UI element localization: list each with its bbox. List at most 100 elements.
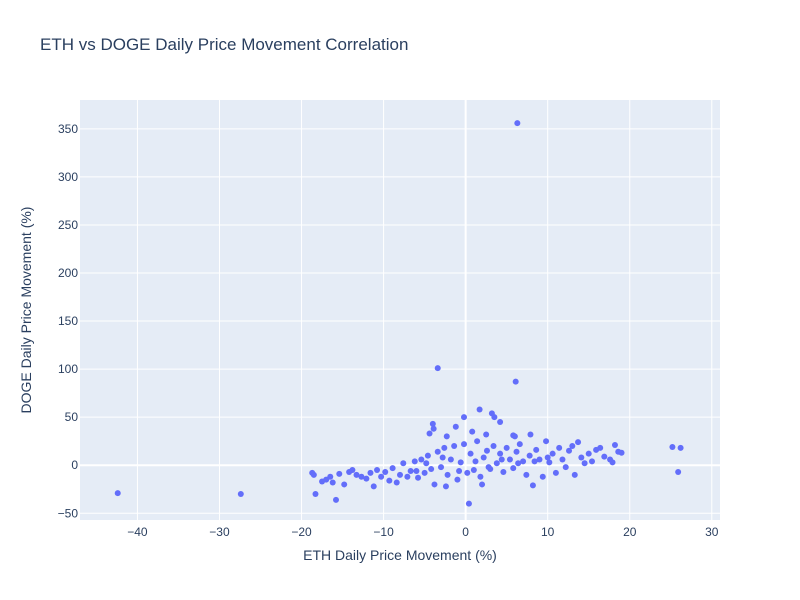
- data-point: [470, 467, 477, 474]
- data-point: [513, 448, 520, 455]
- data-point: [497, 418, 504, 425]
- data-point: [442, 483, 449, 490]
- data-point: [559, 456, 566, 463]
- x-tick-label: 0: [462, 525, 469, 539]
- data-point: [500, 468, 507, 475]
- x-tick-label: −20: [291, 525, 312, 539]
- data-point: [327, 473, 334, 480]
- data-point: [526, 452, 533, 459]
- data-point: [465, 500, 472, 507]
- data-point: [479, 481, 486, 488]
- data-point: [581, 460, 588, 467]
- data-point: [464, 469, 471, 476]
- data-point: [544, 454, 551, 461]
- y-tick-label: 200: [58, 266, 78, 280]
- data-point: [415, 474, 422, 481]
- x-tick-label: −30: [209, 525, 230, 539]
- data-point: [566, 447, 573, 454]
- data-point: [310, 471, 317, 478]
- x-tick-label: −40: [127, 525, 148, 539]
- data-point: [503, 444, 510, 451]
- data-point: [329, 479, 336, 486]
- data-point: [556, 444, 563, 451]
- data-point: [571, 471, 578, 478]
- y-tick-label: 350: [58, 122, 78, 136]
- data-point: [434, 365, 441, 372]
- y-tick-label: 300: [58, 170, 78, 184]
- data-point: [527, 431, 534, 438]
- data-point: [512, 378, 519, 385]
- data-point: [543, 438, 550, 445]
- data-point: [536, 456, 543, 463]
- data-point: [533, 446, 540, 453]
- data-point: [523, 471, 530, 478]
- data-point: [498, 456, 505, 463]
- x-axis-title: ETH Daily Price Movement (%): [303, 547, 497, 563]
- data-point: [341, 481, 348, 488]
- data-point: [441, 444, 448, 451]
- grid-lines: [80, 100, 720, 520]
- data-point: [413, 467, 420, 474]
- data-point: [114, 490, 121, 497]
- data-point: [407, 467, 414, 474]
- data-point: [336, 470, 343, 477]
- data-point: [429, 420, 436, 427]
- y-tick-label: −50: [58, 506, 79, 520]
- y-tick-label: 100: [58, 362, 78, 376]
- data-point: [497, 450, 504, 457]
- data-point: [389, 465, 396, 472]
- data-point: [520, 458, 527, 465]
- x-tick-label: 20: [623, 525, 637, 539]
- data-point: [510, 465, 517, 472]
- data-point: [374, 467, 381, 474]
- data-point: [444, 471, 451, 478]
- data-point: [400, 460, 407, 467]
- data-point: [454, 476, 461, 483]
- data-point: [456, 467, 463, 474]
- data-point: [426, 430, 433, 437]
- data-point: [483, 447, 490, 454]
- data-point: [493, 460, 500, 467]
- data-point: [358, 473, 365, 480]
- data-point: [546, 459, 553, 466]
- data-point: [585, 450, 592, 457]
- data-point: [370, 483, 377, 490]
- x-tick-label: 30: [705, 525, 719, 539]
- data-point: [423, 460, 430, 467]
- plot-area: [80, 100, 720, 520]
- data-point: [363, 475, 370, 482]
- data-point: [428, 466, 435, 473]
- data-point: [480, 454, 487, 461]
- data-point: [439, 454, 446, 461]
- data-point: [516, 441, 523, 448]
- data-point: [382, 468, 389, 475]
- data-point: [529, 482, 536, 489]
- data-point: [421, 469, 428, 476]
- data-point: [457, 459, 464, 466]
- data-point: [549, 450, 556, 457]
- data-point: [531, 458, 538, 465]
- data-point: [418, 456, 425, 463]
- data-point: [552, 469, 559, 476]
- data-point: [477, 473, 484, 480]
- data-point: [451, 442, 458, 449]
- data-point: [378, 473, 385, 480]
- data-point: [452, 423, 459, 430]
- data-point: [438, 464, 445, 471]
- y-tick-label: 150: [58, 314, 78, 328]
- data-point: [491, 414, 498, 421]
- data-point: [447, 456, 454, 463]
- data-point: [393, 479, 400, 486]
- data-point: [597, 444, 604, 451]
- data-point: [578, 454, 585, 461]
- data-point: [430, 425, 437, 432]
- data-point: [675, 468, 682, 475]
- data-point: [469, 428, 476, 435]
- data-point: [562, 464, 569, 471]
- data-point: [386, 477, 393, 484]
- y-tick-label: 0: [71, 458, 78, 472]
- y-tick-label: 250: [58, 218, 78, 232]
- data-point: [575, 439, 582, 446]
- data-point: [467, 450, 474, 457]
